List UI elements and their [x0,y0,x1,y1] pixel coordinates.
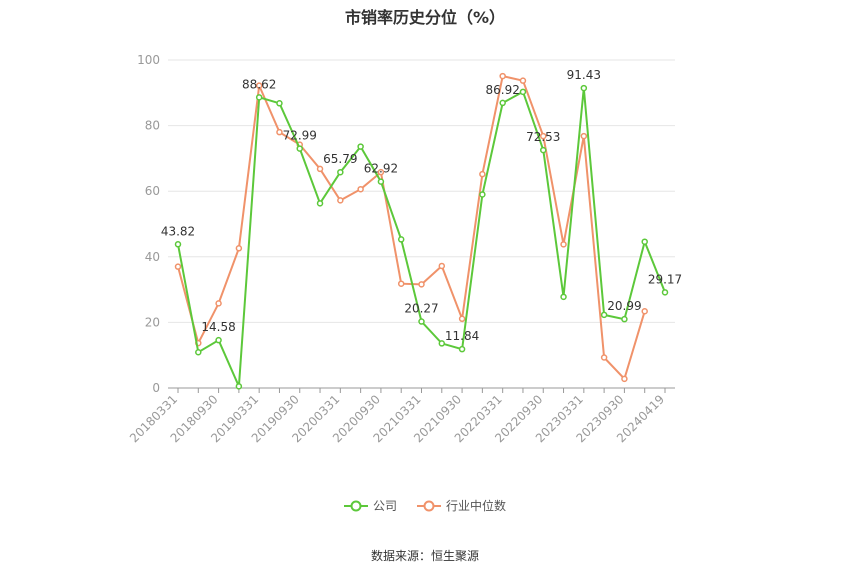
data-label: 62.92 [364,162,398,176]
y-tick-label: 0 [152,381,160,395]
data-point [316,165,324,173]
data-point [337,197,344,204]
data-point [215,336,222,344]
data-point [479,191,486,198]
data-label: 11.84 [445,329,479,343]
y-tick-label: 100 [137,53,160,67]
data-label: 86.92 [485,83,519,97]
data-point [540,146,547,154]
data-point [499,99,506,107]
legend-swatch [343,500,368,511]
data-label: 65.79 [323,152,357,166]
data-label: 72.99 [283,129,317,143]
data-point [337,168,344,176]
data-point [621,315,628,323]
data-point [560,293,567,301]
legend-swatch [417,500,441,511]
data-point [235,245,243,252]
legend-label: 公司 [372,499,397,513]
data-point [377,178,385,185]
data-point [215,300,222,307]
data-point [641,307,648,315]
data-label: 91.43 [567,68,601,82]
data-point [519,77,527,84]
data-point [540,132,547,140]
data-label: 20.99 [607,299,641,313]
legend-item-1[interactable]: 行业中位数 [417,497,506,514]
data-point [296,145,303,152]
data-label: 72.53 [526,130,560,144]
data-point [580,132,588,140]
legend-label: 行业中位数 [446,499,507,513]
data-point [641,238,648,245]
data-point [174,241,182,248]
legend: 公司 行业中位数 [0,497,850,516]
data-point [661,289,669,296]
data-point [276,100,283,107]
data-point [357,185,364,193]
data-label: 20.27 [404,302,438,316]
data-point [276,128,283,136]
data-point [479,170,486,178]
data-point [560,241,567,248]
data-label: 29.17 [648,272,682,286]
data-label: 43.82 [161,224,195,238]
data-point [519,88,527,96]
y-tick-label: 20 [145,315,160,329]
data-point [438,262,446,270]
data-point [580,84,588,92]
data-point [418,281,425,288]
data-source-note: 数据来源：恒生聚源 [370,549,479,563]
data-point [255,82,263,89]
data-label: 88.62 [242,77,276,91]
data-point [397,236,405,243]
y-tick-label: 40 [145,250,160,264]
data-point [235,383,243,390]
data-label: 14.58 [201,320,235,334]
data-point [600,311,608,319]
chart-title: 市销率历史分位（%） [344,8,506,27]
data-point [357,143,364,150]
data-point [377,168,385,176]
data-point [195,348,202,356]
y-tick-label: 80 [145,119,160,133]
series-line-0 [177,88,666,387]
y-tick-label: 60 [145,184,160,198]
data-point [418,318,425,325]
data-point [397,280,405,287]
data-point [458,345,466,353]
data-point [458,315,466,323]
data-point [499,72,506,80]
data-point [438,340,446,347]
series-line-1 [177,74,646,381]
data-point [174,263,182,270]
data-point [255,94,263,101]
data-point [600,354,608,361]
data-point [316,200,324,207]
data-point [621,375,628,383]
legend-item-0[interactable]: 公司 [343,497,397,514]
